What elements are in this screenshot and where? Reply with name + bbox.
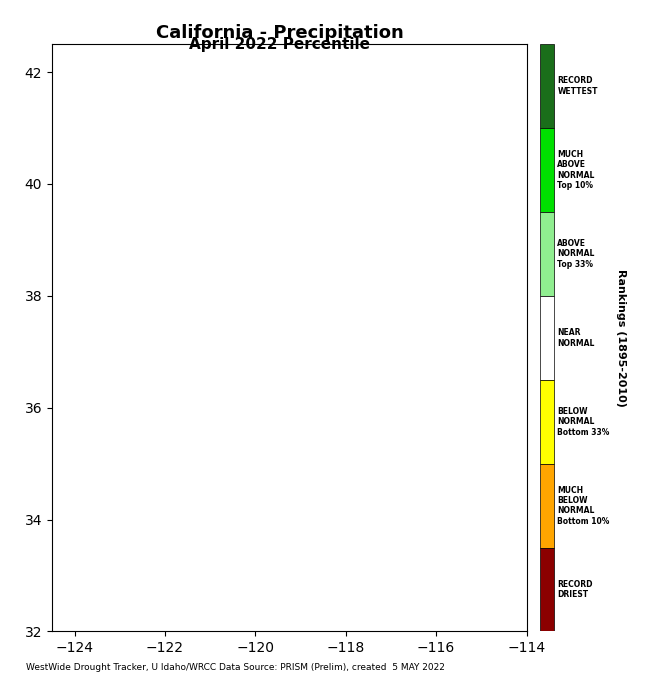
Text: RECORD
WETTEST: RECORD WETTEST xyxy=(558,76,598,96)
Text: RECORD
DRIEST: RECORD DRIEST xyxy=(558,580,593,600)
Text: MUCH
BELOW
NORMAL
Bottom 10%: MUCH BELOW NORMAL Bottom 10% xyxy=(558,485,610,526)
Text: Rankings (1895-2010): Rankings (1895-2010) xyxy=(616,269,626,407)
Text: BELOW
NORMAL
Bottom 33%: BELOW NORMAL Bottom 33% xyxy=(558,407,610,437)
Text: WestWide Drought Tracker, U Idaho/WRCC Data Source: PRISM (Prelim), created  5 M: WestWide Drought Tracker, U Idaho/WRCC D… xyxy=(26,663,445,672)
Bar xyxy=(540,44,554,128)
Text: MUCH
ABOVE
NORMAL
Top 10%: MUCH ABOVE NORMAL Top 10% xyxy=(558,150,595,190)
Text: April 2022 Percentile: April 2022 Percentile xyxy=(189,37,370,52)
Text: ABOVE
NORMAL
Top 33%: ABOVE NORMAL Top 33% xyxy=(558,239,595,269)
Bar xyxy=(540,380,554,464)
Text: California - Precipitation: California - Precipitation xyxy=(155,24,404,42)
Bar xyxy=(540,212,554,296)
Bar xyxy=(540,464,554,547)
Text: NEAR
NORMAL: NEAR NORMAL xyxy=(558,328,595,348)
Bar xyxy=(540,128,554,212)
Bar xyxy=(540,547,554,631)
Bar xyxy=(540,296,554,380)
